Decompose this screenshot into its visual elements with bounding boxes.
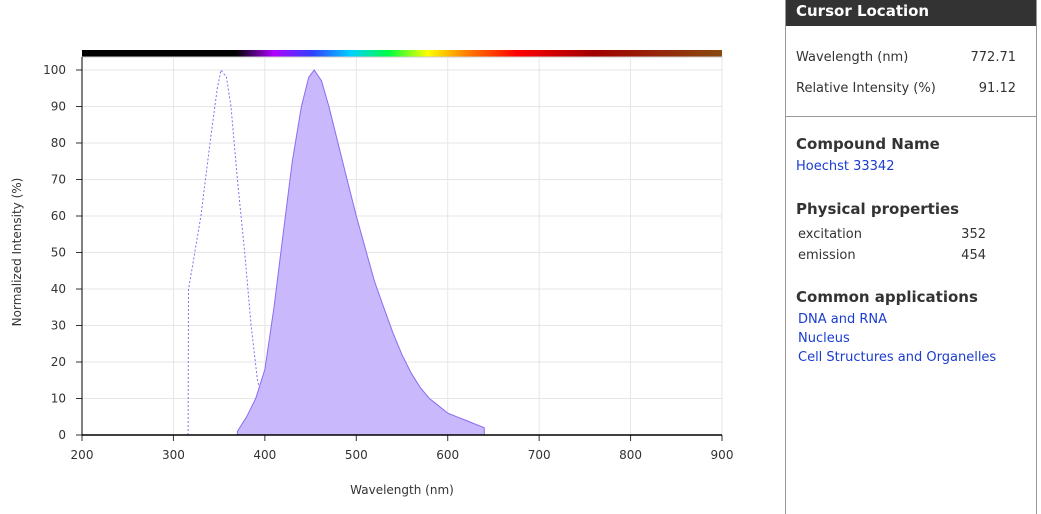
cursor-row: Wavelength (nm) 772.71	[786, 42, 1036, 73]
info-panel: Cursor Location Wavelength (nm) 772.71 Re…	[785, 0, 1037, 514]
x-tick-label: 900	[711, 448, 734, 462]
label: Wavelength (nm)	[796, 50, 909, 65]
label: excitation	[798, 227, 862, 242]
application-link[interactable]: Nucleus	[798, 331, 850, 346]
section-title: Physical properties	[796, 200, 960, 218]
spectrum-bar	[82, 50, 722, 57]
y-tick-label: 30	[51, 319, 66, 333]
application-link[interactable]: DNA and RNA	[798, 312, 888, 327]
x-tick-label: 500	[345, 448, 368, 462]
chart: Wavelength (nm) Normalized Intensity (%)…	[10, 50, 734, 497]
label: emission	[798, 248, 856, 263]
y-tick-label: 40	[51, 282, 66, 296]
value: 91.12	[978, 81, 1016, 96]
y-tick-label: 100	[43, 63, 66, 77]
cursor-row: Relative Intensity (%) 91.12	[786, 73, 1036, 104]
x-axis-label: Wavelength (nm)	[350, 483, 454, 497]
value: 454	[961, 248, 986, 263]
x-tick-label: 300	[162, 448, 185, 462]
y-tick-label: 70	[51, 173, 66, 187]
x-tick-label: 800	[619, 448, 642, 462]
value: 352	[961, 227, 986, 242]
y-tick-label: 90	[51, 100, 66, 114]
section-title: Compound Name	[796, 135, 940, 153]
x-tick-label: 200	[71, 448, 94, 462]
x-tick-label: 600	[436, 448, 459, 462]
property-row: excitation 352	[796, 224, 1026, 245]
y-tick-label: 10	[51, 392, 66, 406]
compound-link[interactable]: Hoechst 33342	[796, 159, 895, 174]
y-axis-label: Normalized Intensity (%)	[10, 178, 24, 327]
property-row: emission 454	[796, 245, 1026, 266]
application-link[interactable]: Cell Structures and Organelles	[798, 350, 997, 365]
label: Relative Intensity (%)	[796, 81, 936, 96]
value: 772.71	[970, 50, 1017, 65]
emission-area	[236, 69, 485, 436]
y-tick-label: 60	[51, 209, 66, 223]
panel-header: Cursor Location	[786, 0, 1036, 26]
y-tick-label: 20	[51, 355, 66, 369]
y-tick-label: 50	[51, 246, 66, 260]
x-tick-label: 400	[253, 448, 276, 462]
y-tick-label: 0	[58, 428, 66, 442]
y-tick-label: 80	[51, 136, 66, 150]
section-title: Common applications	[796, 288, 978, 306]
x-tick-label: 700	[528, 448, 551, 462]
